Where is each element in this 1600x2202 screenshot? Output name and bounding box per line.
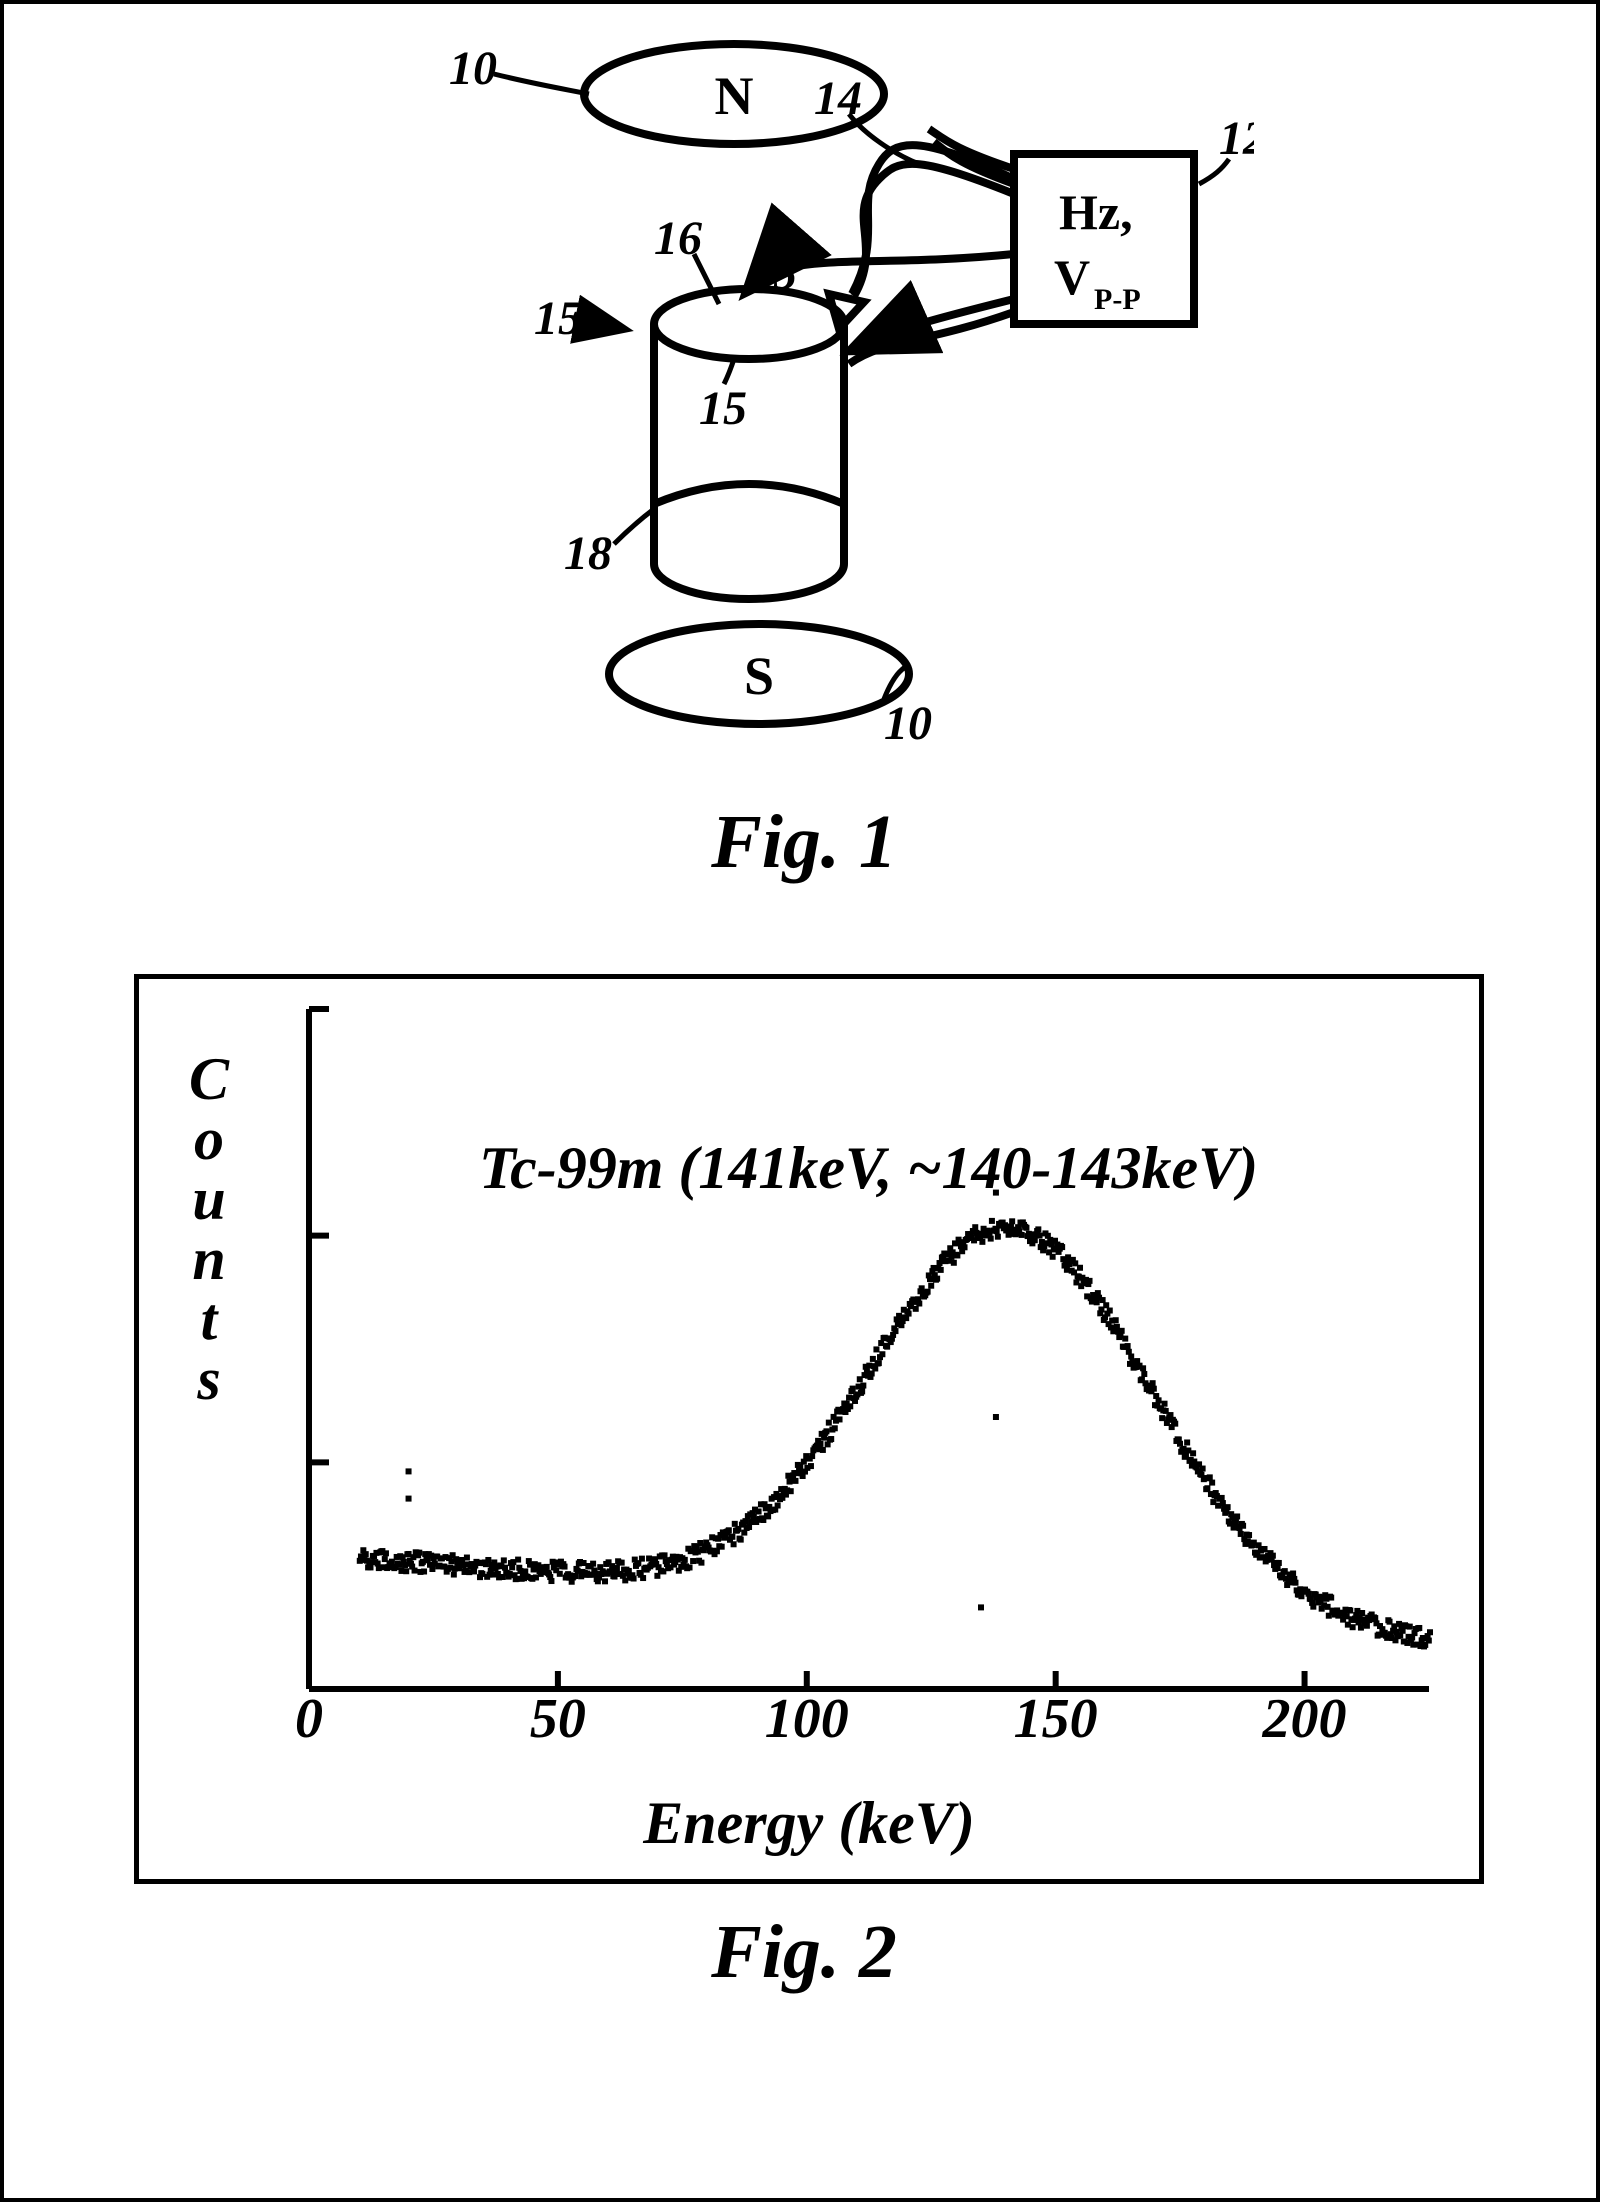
xtick-label: 0	[295, 1688, 323, 1739]
container-cylinder	[654, 324, 844, 599]
figure-2-title: Tc-99m (141keV, ~140-143keV)	[479, 1134, 1258, 1203]
callout-12: 12	[1219, 112, 1254, 165]
xtick-label: 200	[1262, 1688, 1347, 1739]
callout-15b: 15	[749, 247, 797, 300]
callout-10a: 10	[449, 42, 497, 95]
magnet-south-label: S	[744, 646, 774, 706]
callout-18: 18	[564, 527, 612, 580]
callout-15c: 15	[699, 382, 747, 435]
leader-15c	[724, 359, 734, 384]
magnet-north-label: N	[715, 66, 754, 126]
xtick-label: 150	[1014, 1688, 1098, 1739]
figure-2: C o u n t s 0 50 100 150 200 Energy (keV) Tc…	[134, 974, 1484, 1884]
xtick-label: 100	[765, 1688, 849, 1739]
leader-10a	[494, 74, 589, 94]
liquid-surface	[654, 484, 844, 504]
ylabel-char: u	[174, 1169, 244, 1229]
figure-1-svg: N S Hz, V P-P	[354, 34, 1254, 754]
ylabel-char: n	[174, 1229, 244, 1289]
cable-15a-pair	[854, 164, 1014, 296]
ylabel-char: o	[174, 1109, 244, 1169]
source-box-text-sub: P-P	[1094, 283, 1141, 316]
page: N S Hz, V P-P	[0, 0, 1600, 2202]
source-box-text-2: V	[1054, 249, 1090, 305]
figure-2-xlabel: Energy (keV)	[139, 1789, 1479, 1858]
ylabel-char: s	[174, 1349, 244, 1409]
figure-2-ylabel: C o u n t s	[174, 1049, 244, 1409]
xtick-label: 50	[530, 1688, 586, 1739]
callout-10b: 10	[884, 697, 932, 750]
figure-2-plot: 0 50 100 150 200	[269, 999, 1449, 1739]
figure-1: N S Hz, V P-P	[354, 34, 1254, 754]
callout-14: 14	[814, 72, 862, 125]
callout-15a: 15	[534, 292, 582, 345]
figure-2-caption: Fig. 2	[4, 1909, 1600, 1996]
source-box-text-1: Hz,	[1059, 184, 1133, 240]
ylabel-char: t	[174, 1289, 244, 1349]
ylabel-char: C	[174, 1049, 244, 1109]
figure-1-caption: Fig. 1	[4, 799, 1600, 886]
figure-2-svg: 0 50 100 150 200	[269, 999, 1449, 1739]
callout-16: 16	[654, 212, 702, 265]
leader-18	[614, 509, 654, 544]
